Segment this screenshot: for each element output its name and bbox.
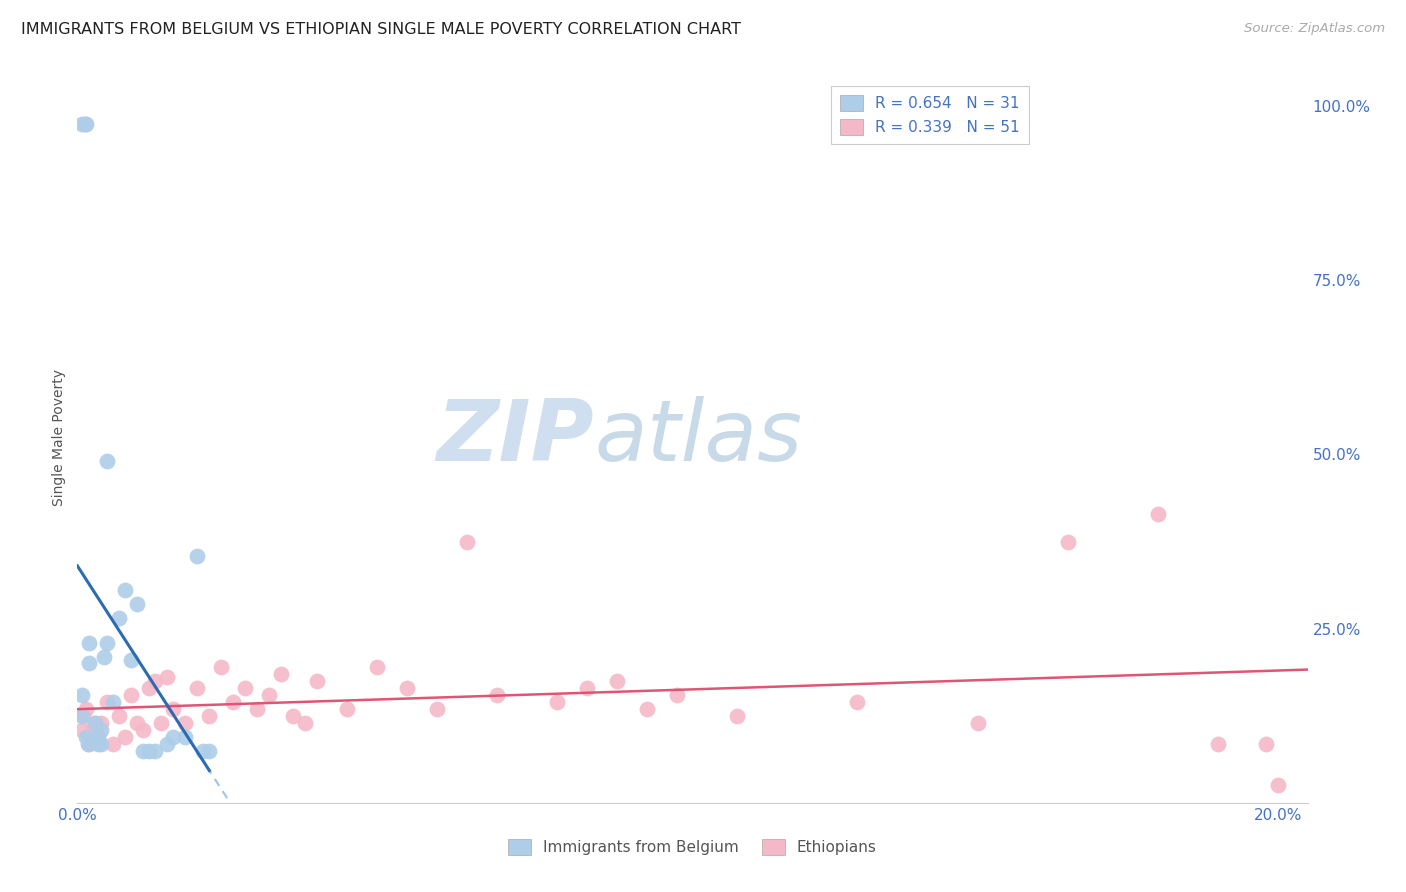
Point <box>108 708 131 723</box>
Point <box>108 611 131 625</box>
Point <box>366 660 388 674</box>
Point <box>138 681 160 695</box>
Point <box>132 743 155 757</box>
Point <box>1146 507 1168 521</box>
Point <box>1056 534 1078 549</box>
Point <box>86 730 108 744</box>
Point <box>150 715 173 730</box>
Point <box>75 117 97 131</box>
Point <box>162 730 184 744</box>
Point <box>127 715 149 730</box>
Point <box>79 737 101 751</box>
Point <box>246 702 269 716</box>
Point <box>120 688 142 702</box>
Y-axis label: Single Male Poverty: Single Male Poverty <box>52 368 66 506</box>
Point <box>198 743 221 757</box>
Point <box>270 667 292 681</box>
Point <box>666 688 689 702</box>
Point <box>426 702 449 716</box>
Point <box>114 730 136 744</box>
Point <box>75 730 97 744</box>
Point <box>79 635 101 649</box>
Point <box>162 702 184 716</box>
Point <box>73 117 96 131</box>
Point <box>84 715 107 730</box>
Point <box>143 743 166 757</box>
Point <box>156 737 179 751</box>
Point <box>1267 778 1289 792</box>
Point <box>486 688 509 702</box>
Point <box>576 681 599 695</box>
Point <box>846 695 869 709</box>
Point <box>546 695 568 709</box>
Point <box>93 649 115 664</box>
Point <box>75 702 97 716</box>
Point <box>96 635 118 649</box>
Text: Source: ZipAtlas.com: Source: ZipAtlas.com <box>1244 22 1385 36</box>
Point <box>222 695 245 709</box>
Point <box>336 702 359 716</box>
Point <box>143 673 166 688</box>
Point <box>186 549 208 563</box>
Point <box>156 670 179 684</box>
Point <box>294 715 316 730</box>
Point <box>82 723 104 737</box>
Point <box>283 708 305 723</box>
Point <box>90 723 112 737</box>
Point <box>90 737 112 751</box>
Legend: Immigrants from Belgium, Ethiopians: Immigrants from Belgium, Ethiopians <box>502 833 883 861</box>
Point <box>209 660 232 674</box>
Point <box>606 673 628 688</box>
Point <box>96 695 118 709</box>
Point <box>636 702 658 716</box>
Point <box>96 454 118 468</box>
Point <box>70 117 93 131</box>
Point <box>84 715 107 730</box>
Point <box>90 715 112 730</box>
Point <box>77 737 100 751</box>
Point <box>70 723 93 737</box>
Point <box>70 688 93 702</box>
Text: IMMIGRANTS FROM BELGIUM VS ETHIOPIAN SINGLE MALE POVERTY CORRELATION CHART: IMMIGRANTS FROM BELGIUM VS ETHIOPIAN SIN… <box>21 22 741 37</box>
Point <box>132 723 155 737</box>
Point <box>114 583 136 598</box>
Point <box>193 743 215 757</box>
Point <box>1206 737 1229 751</box>
Point <box>103 737 125 751</box>
Point <box>103 695 125 709</box>
Point <box>727 708 749 723</box>
Point <box>174 715 197 730</box>
Point <box>186 681 208 695</box>
Point <box>966 715 988 730</box>
Point <box>87 737 110 751</box>
Point <box>120 653 142 667</box>
Point <box>259 688 281 702</box>
Point <box>235 681 257 695</box>
Text: atlas: atlas <box>595 395 801 479</box>
Point <box>87 730 110 744</box>
Point <box>307 673 329 688</box>
Point <box>138 743 160 757</box>
Point <box>79 657 101 671</box>
Point <box>1254 737 1277 751</box>
Point <box>198 708 221 723</box>
Point <box>127 597 149 611</box>
Point <box>174 730 197 744</box>
Text: ZIP: ZIP <box>436 395 595 479</box>
Point <box>396 681 419 695</box>
Point <box>72 708 94 723</box>
Point <box>456 534 478 549</box>
Point <box>70 708 93 723</box>
